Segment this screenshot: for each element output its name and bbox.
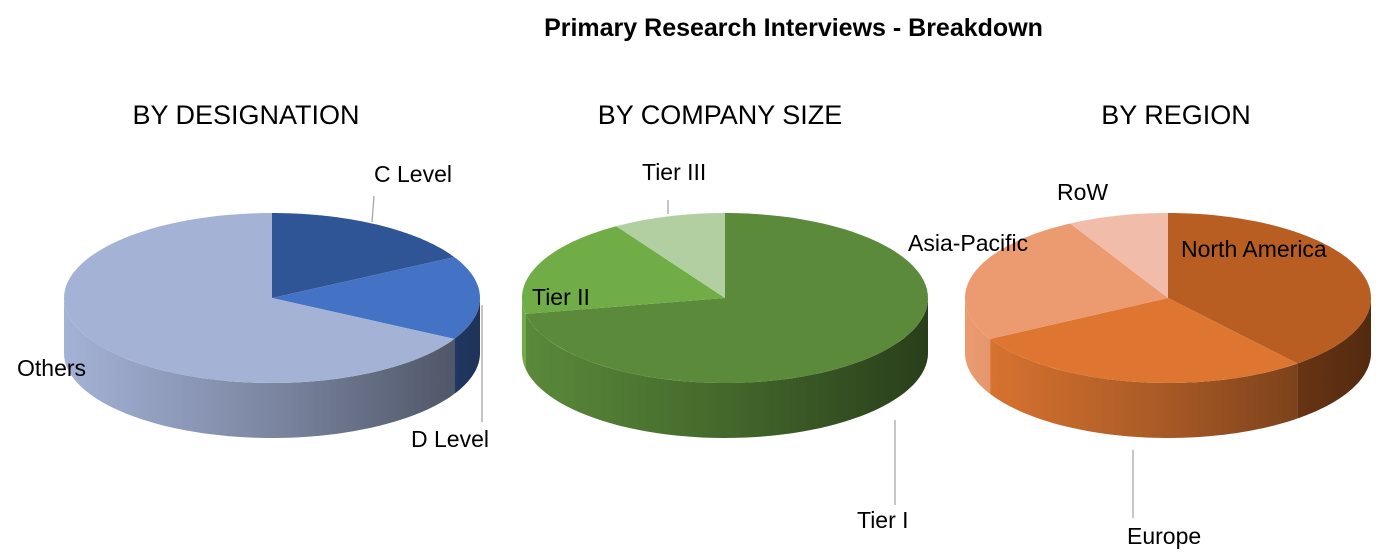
label-tier-2: Tier II (532, 284, 590, 310)
pie-side-europe (990, 338, 1298, 438)
pie-slice-c-level (272, 213, 455, 298)
subtitle-region: BY REGION (1101, 100, 1251, 130)
pie-side-asia-pacific (965, 298, 991, 394)
pie-side-north-america (1297, 298, 1371, 419)
chart-title: Primary Research Interviews - Breakdown (544, 14, 1043, 42)
pie-slice-tier-iii (616, 213, 725, 298)
label-tier-3: Tier III (642, 159, 707, 185)
pie-slice-europe (990, 298, 1298, 383)
subtitle-company-size: BY COMPANY SIZE (597, 100, 843, 130)
label-c-level: C Level (374, 161, 452, 187)
pie-slice-others (64, 213, 455, 383)
pie-side-d-level (454, 298, 480, 394)
label-europe: Europe (1127, 523, 1202, 549)
leader-line (371, 195, 375, 223)
label-d-level: D Level (411, 426, 489, 452)
subtitle-designation: BY DESIGNATION (132, 100, 360, 130)
label-north-america: North America (1181, 236, 1327, 262)
pie-slice-d-level (272, 257, 480, 339)
pie-slice-asia-pacific (965, 223, 1168, 339)
label-tier-1: Tier I (857, 507, 909, 533)
pie-side-tier-ii (522, 298, 526, 369)
pie-side-tier-i (525, 298, 928, 438)
pie-slice-tier-ii (522, 226, 725, 314)
label-others: Others (17, 355, 87, 381)
label-asia-pacific: Asia-Pacific (908, 230, 1029, 256)
pie-slice-row (1070, 213, 1168, 298)
pie-slice-north-america (1168, 213, 1371, 364)
label-row: RoW (1057, 179, 1109, 205)
pie-side-others (64, 298, 455, 438)
pie-slice-tier-i (525, 213, 928, 383)
